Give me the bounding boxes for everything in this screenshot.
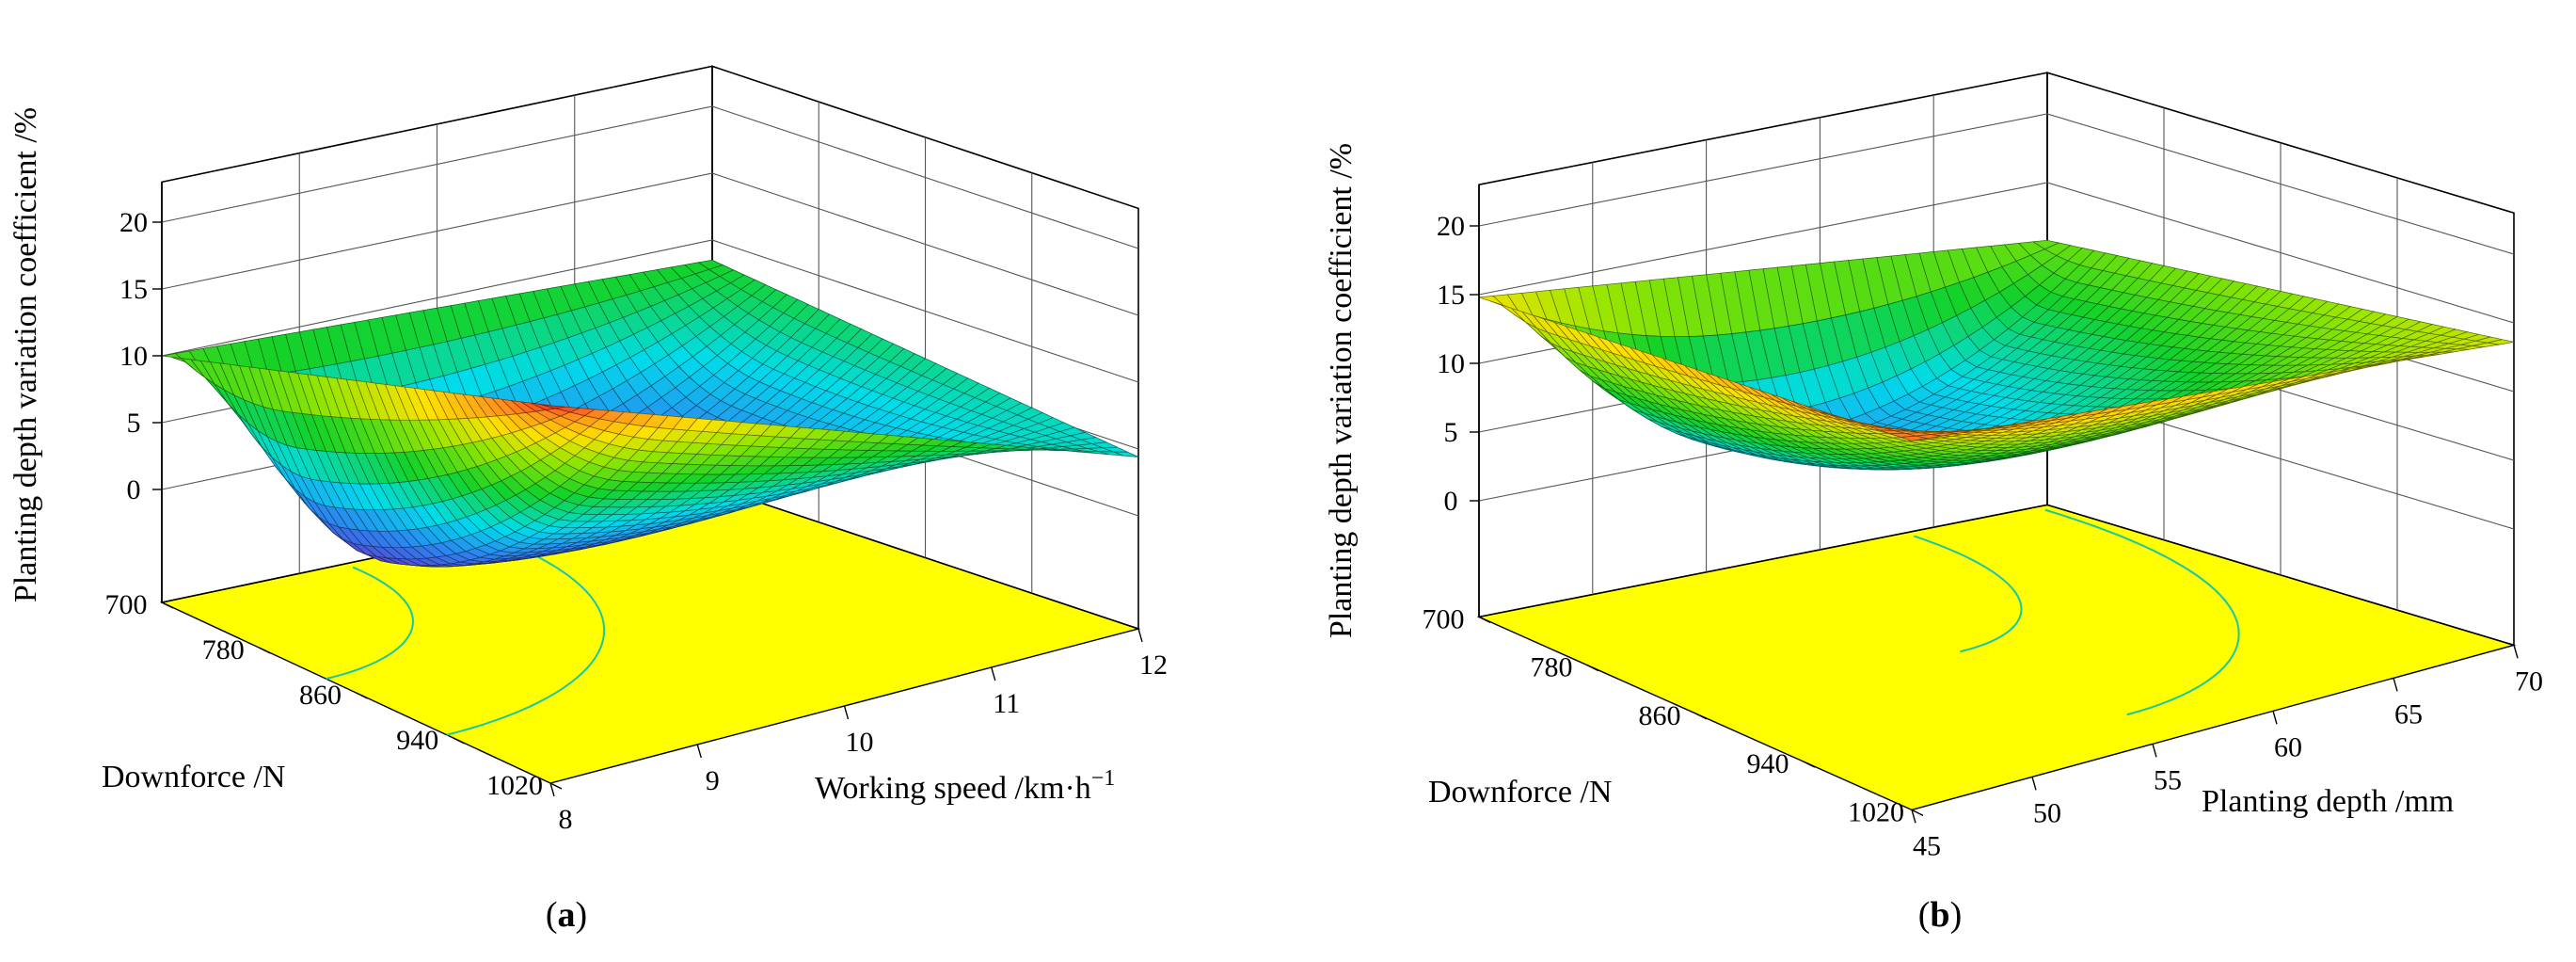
axis2-tick-mark bbox=[1137, 628, 1143, 643]
axis2-tick-mark bbox=[2031, 777, 2037, 791]
downforce-tick-mark bbox=[258, 647, 271, 654]
z-tick-label: 15 bbox=[1437, 280, 1465, 311]
axis2-tick-mark bbox=[2272, 711, 2278, 725]
axis2-tick-label: 50 bbox=[2033, 797, 2061, 828]
floor-contour-line bbox=[1913, 535, 2023, 653]
downforce-tick-label: 940 bbox=[1747, 748, 1789, 779]
axis2-tick-mark bbox=[2393, 678, 2398, 692]
z-tick-label: 0 bbox=[127, 474, 141, 505]
downforce-tick-mark bbox=[1586, 664, 1599, 672]
panel-b-depth-axis-title-text: Planting depth /mm bbox=[2202, 784, 2454, 819]
floor-contour-line bbox=[326, 566, 414, 681]
panel-b-z-axis-title: Planting depth variation coefficient /% bbox=[1324, 143, 1359, 638]
panel-b-axes bbox=[1470, 184, 2519, 824]
panel-a-axes bbox=[152, 182, 1143, 797]
panel-b: 0 5 10 15 20 700 780 860 940 1020 45 50 55 60 65 70 Pla… bbox=[1324, 72, 2543, 935]
floor-contour-line bbox=[446, 536, 606, 736]
z-tick-label: 20 bbox=[119, 207, 148, 238]
axis2-tick-label: 65 bbox=[2394, 698, 2423, 730]
panel-a: 0 5 10 15 20 700 780 860 940 1020 8 9 10 11 12 Plantin… bbox=[8, 65, 1169, 935]
downforce-tick-label: 780 bbox=[202, 634, 245, 665]
surface-cell bbox=[1900, 435, 1928, 441]
panel-a-caption: (a) bbox=[546, 895, 587, 935]
floor-contour-line bbox=[2044, 508, 2240, 716]
panel-a-surface bbox=[161, 259, 1139, 568]
z-grid-line bbox=[161, 172, 1139, 316]
downforce-tick-label: 780 bbox=[1531, 652, 1573, 683]
z-grid-line bbox=[161, 239, 1139, 383]
downforce-tick-mark bbox=[453, 737, 466, 745]
z-tick-label: 5 bbox=[127, 408, 141, 439]
panel-a-labels: 0 5 10 15 20 700 780 860 940 1020 8 9 10 11 12 bbox=[105, 207, 1169, 835]
z-grid-line bbox=[161, 105, 1139, 249]
axis2-tick-label: 9 bbox=[706, 765, 720, 796]
panel-a-speed-axis-title-text: Working speed /km·h bbox=[815, 771, 1091, 806]
downforce-tick-mark bbox=[1911, 809, 1924, 816]
axis2-tick-label: 8 bbox=[559, 804, 573, 835]
axis2-tick-label: 11 bbox=[993, 688, 1020, 719]
panel-b-caption: (b) bbox=[1918, 895, 1962, 935]
z-tick-label: 20 bbox=[1437, 211, 1465, 242]
panel-a-z-axis-title: Planting depth variation coefficient /% bbox=[8, 107, 43, 602]
downforce-tick-mark bbox=[356, 692, 368, 699]
axis2-tick-mark bbox=[2152, 744, 2157, 758]
downforce-tick-mark bbox=[161, 601, 174, 609]
axis2-tick-mark bbox=[843, 705, 850, 720]
downforce-tick-label: 860 bbox=[299, 680, 342, 711]
panel-b-surface bbox=[1478, 239, 2515, 471]
z-tick-label: 10 bbox=[119, 341, 148, 372]
back-wall-right bbox=[2046, 72, 2515, 647]
panel-a-caption-letter: a bbox=[558, 895, 576, 935]
axis2-tick-mark bbox=[991, 666, 996, 681]
downforce-tick-mark bbox=[1478, 616, 1491, 623]
back-wall-right bbox=[711, 65, 1139, 631]
z-tick-label: 10 bbox=[1437, 348, 1465, 379]
z-grid-line bbox=[1478, 113, 2515, 255]
axis2-tick-mark bbox=[2513, 645, 2519, 659]
z-tick-label: 0 bbox=[1444, 486, 1458, 517]
panel-a-speed-axis-title-sup: −1 bbox=[1091, 766, 1116, 791]
surface-cell bbox=[540, 404, 565, 409]
downforce-tick-label: 1020 bbox=[486, 770, 543, 801]
axis2-tick-label: 10 bbox=[846, 727, 874, 758]
downforce-tick-mark bbox=[1694, 713, 1708, 720]
panel-b-downforce-axis-title: Downforce /N bbox=[1428, 775, 1612, 810]
z-tick-label: 15 bbox=[119, 274, 148, 305]
panel-b-depth-axis-title: Planting depth /mm bbox=[2202, 784, 2454, 819]
downforce-tick-label: 700 bbox=[1423, 603, 1465, 634]
z-grid-line bbox=[1478, 182, 2515, 324]
axis2-tick-label: 12 bbox=[1139, 649, 1168, 681]
panel-b-caption-letter: b bbox=[1930, 895, 1949, 935]
panel-a-downforce-axis-title: Downforce /N bbox=[102, 760, 285, 794]
downforce-tick-label: 700 bbox=[105, 589, 148, 620]
axis2-tick-label: 45 bbox=[1913, 830, 1941, 861]
downforce-tick-mark bbox=[549, 782, 563, 790]
axis2-tick-mark bbox=[696, 744, 702, 759]
z-tick-label: 5 bbox=[1444, 417, 1458, 448]
panel-a-speed-axis-title: Working speed /km·h−1 bbox=[815, 766, 1115, 806]
axis2-tick-mark bbox=[1911, 810, 1916, 824]
downforce-tick-mark bbox=[1803, 761, 1816, 768]
axis2-tick-label: 70 bbox=[2515, 665, 2543, 697]
downforce-tick-label: 860 bbox=[1639, 700, 1681, 731]
downforce-tick-label: 940 bbox=[396, 725, 438, 756]
axis2-tick-label: 55 bbox=[2154, 764, 2182, 795]
axis2-tick-label: 60 bbox=[2274, 731, 2302, 762]
downforce-tick-label: 1020 bbox=[1848, 796, 1904, 827]
axis2-tick-mark bbox=[549, 782, 555, 797]
panel-b-labels: 0 5 10 15 20 700 780 860 940 1020 45 50 55 60 65 70 bbox=[1423, 211, 2544, 861]
